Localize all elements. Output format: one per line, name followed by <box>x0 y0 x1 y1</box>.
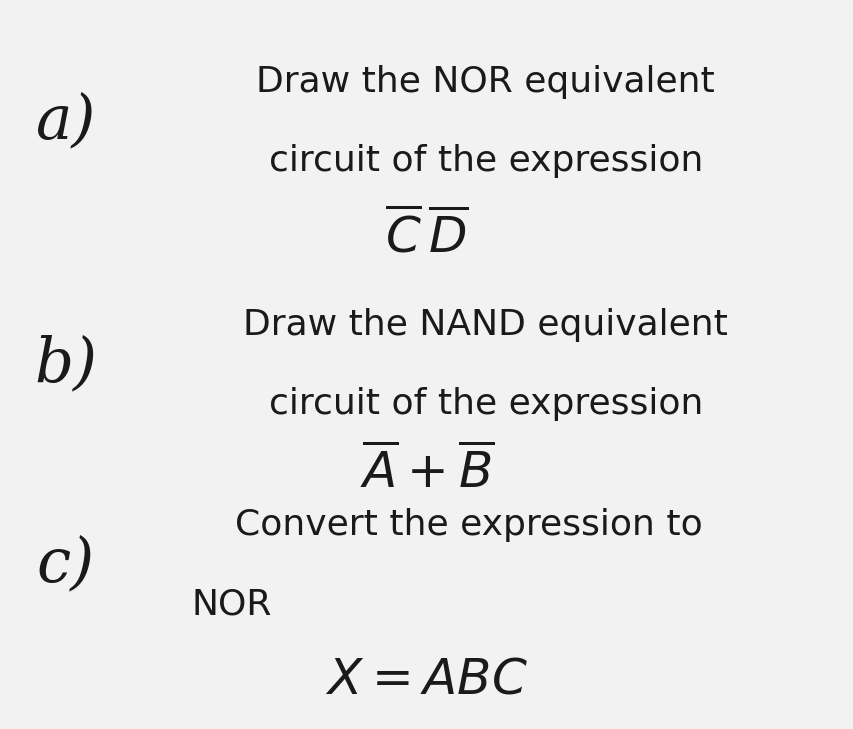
Text: circuit of the expression: circuit of the expression <box>269 144 702 178</box>
Text: Draw the NOR equivalent: Draw the NOR equivalent <box>256 65 714 99</box>
Text: $\overline{C}\,\overline{D}$: $\overline{C}\,\overline{D}$ <box>385 209 468 262</box>
Text: Convert the expression to: Convert the expression to <box>235 508 702 542</box>
Text: Draw the NAND equivalent: Draw the NAND equivalent <box>243 308 728 342</box>
Text: $\overline{A}+\overline{B}$: $\overline{A}+\overline{B}$ <box>359 445 494 498</box>
Text: a): a) <box>36 91 96 152</box>
Text: b): b) <box>34 335 97 394</box>
Text: c): c) <box>37 535 95 595</box>
Text: $X = ABC$: $X = ABC$ <box>325 655 528 703</box>
Text: circuit of the expression: circuit of the expression <box>269 387 702 421</box>
Text: NOR: NOR <box>192 587 272 621</box>
